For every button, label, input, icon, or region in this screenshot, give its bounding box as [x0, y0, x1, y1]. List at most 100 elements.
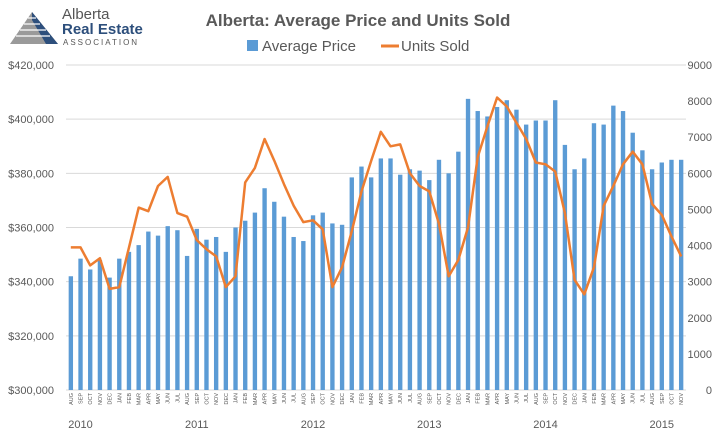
month-tick-label: AUG — [69, 393, 75, 405]
month-tick-label: MAR — [602, 393, 608, 405]
right-axis: 0 1000 2000 3000 4000 5000 6000 7000 8000 9000 — [688, 60, 712, 397]
price-bar — [165, 226, 170, 390]
month-tick-label: AUG — [534, 393, 540, 405]
month-tick-label: APR — [263, 393, 269, 404]
right-tick-label: 7000 — [688, 132, 712, 144]
month-tick-label: SEP — [195, 393, 201, 404]
month-tick-label: NOV — [214, 393, 220, 405]
year-label: 2012 — [301, 419, 325, 431]
price-bar — [272, 201, 277, 390]
month-tick-label: DEC — [340, 393, 346, 405]
left-tick-label: $300,000 — [8, 385, 54, 397]
left-tick-label: $400,000 — [8, 114, 54, 126]
month-tick-label: OCT — [88, 392, 94, 404]
month-tick-label: APR — [146, 393, 152, 404]
price-bar — [107, 277, 112, 390]
price-bar — [184, 255, 190, 390]
month-tick-label: MAY — [156, 393, 162, 405]
year-axis: 2010 2011 2012 2013 2014 2015 — [68, 419, 674, 431]
price-bar — [310, 215, 316, 390]
price-bar — [591, 123, 597, 391]
month-tick-label: MAR — [369, 393, 375, 405]
price-bar — [640, 150, 645, 390]
price-bar — [281, 216, 287, 390]
month-tick-label: DEC — [573, 393, 579, 405]
year-label: 2015 — [650, 419, 674, 431]
price-bar — [620, 111, 626, 391]
price-bar — [427, 180, 432, 390]
month-tick-label: NOV — [679, 393, 685, 405]
month-tick-label: APR — [495, 393, 501, 404]
month-tick-label: FEB — [592, 393, 598, 404]
price-bar — [553, 100, 558, 390]
month-tick-label: OCT — [669, 392, 675, 404]
year-label: 2013 — [417, 419, 441, 431]
price-bar — [659, 162, 664, 390]
logo-line-3: ASSOCIATION — [63, 38, 140, 47]
chart-title: Alberta: Average Price and Units Sold — [206, 11, 511, 30]
month-tick-label: FEB — [359, 393, 365, 404]
month-tick-label: AUG — [301, 393, 307, 405]
price-bar — [475, 111, 480, 391]
month-tick-label: FEB — [127, 393, 133, 404]
right-tick-label: 3000 — [688, 277, 712, 289]
month-tick-label: FEB — [476, 393, 482, 404]
price-bar — [678, 159, 684, 390]
month-tick-label: MAY — [621, 393, 627, 405]
month-tick-label: MAY — [505, 393, 511, 405]
price-bar — [146, 231, 151, 390]
left-tick-label: $340,000 — [8, 277, 54, 289]
month-tick-label: JAN — [466, 393, 472, 403]
month-tick-label: OCT — [321, 392, 327, 404]
price-bar — [523, 124, 529, 390]
month-tick-label: JUN — [166, 393, 172, 404]
price-bar — [407, 169, 413, 390]
price-bar — [213, 236, 219, 390]
price-bar — [262, 188, 267, 390]
month-tick-label: AUG — [185, 393, 191, 405]
price-bar — [204, 239, 209, 390]
price-bar — [417, 170, 422, 390]
price-bar — [611, 105, 616, 390]
units-line — [70, 96, 683, 296]
right-tick-label: 6000 — [688, 168, 712, 180]
month-tick-label: MAR — [137, 393, 143, 405]
price-bar — [649, 169, 655, 390]
month-tick-label: NOV — [330, 393, 336, 405]
right-tick-label: 1000 — [688, 349, 712, 361]
price-bar — [330, 223, 335, 390]
month-tick-label: SEP — [544, 393, 550, 404]
left-tick-label: $420,000 — [8, 60, 54, 72]
month-tick-label: JAN — [117, 393, 123, 403]
price-bar — [582, 158, 587, 390]
price-bar — [126, 251, 132, 390]
left-tick-label: $360,000 — [8, 223, 54, 235]
month-tick-label: DEC — [456, 393, 462, 405]
left-tick-label: $380,000 — [8, 168, 54, 180]
month-tick-label: MAR — [253, 393, 259, 405]
month-tick-label: JUN — [282, 393, 288, 404]
month-tick-label: NOV — [563, 393, 569, 405]
month-tick-label: JUN — [514, 393, 520, 404]
price-bar — [175, 230, 180, 390]
month-tick-label: JUN — [631, 393, 637, 404]
price-bar — [320, 212, 325, 390]
price-bar — [485, 116, 490, 390]
price-bar — [252, 212, 258, 390]
month-tick-label: NOV — [98, 393, 104, 405]
month-tick-label: MAY — [272, 393, 278, 405]
month-tick-label: DEC — [108, 393, 114, 405]
month-tick-label: OCT — [204, 392, 210, 404]
price-bar — [194, 228, 199, 390]
price-bar — [601, 124, 606, 390]
year-label: 2011 — [185, 419, 209, 431]
price-bar — [349, 177, 354, 390]
month-tick-label: JUL — [640, 393, 646, 403]
alberta-real-estate-logo: Alberta Real Estate ASSOCIATION — [6, 4, 156, 48]
price-bar — [494, 106, 500, 391]
left-axis: $300,000 $320,000 $340,000 $360,000 $380,000… — [8, 60, 54, 397]
right-tick-label: 0 — [706, 385, 712, 397]
month-tick-label: JAN — [234, 393, 240, 403]
price-bar — [155, 235, 161, 390]
right-tick-label: 2000 — [688, 313, 712, 325]
